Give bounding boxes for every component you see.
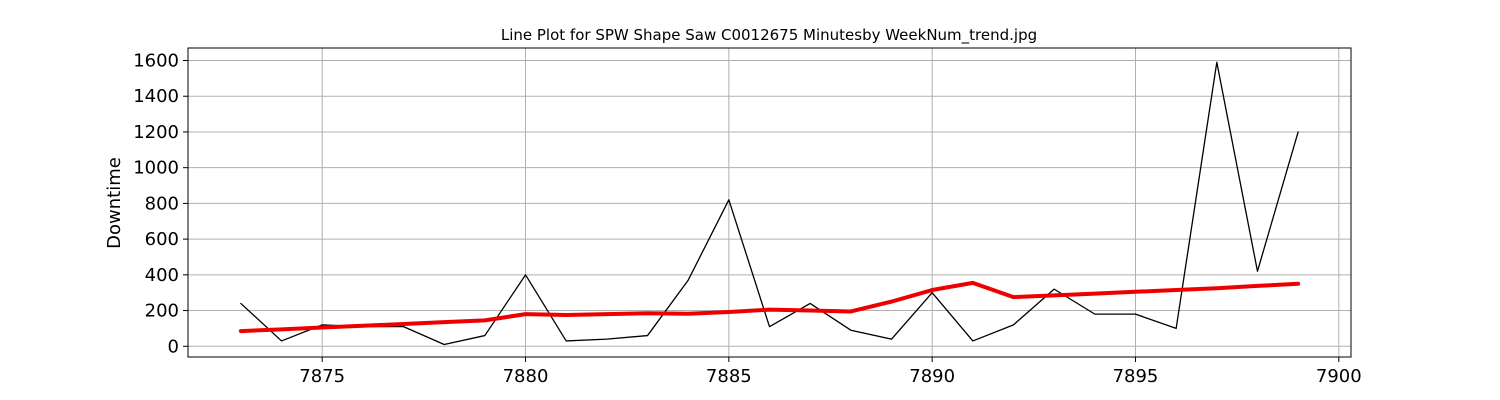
axes-frame [187,47,1352,358]
y-tick-label: 1200 [133,122,179,143]
x-tick-label: 7880 [503,366,549,387]
x-tick-label: 7890 [909,366,955,387]
y-axis: 0 200 400 600 800 1000 1200 1400 1600 [133,51,188,357]
downtime-series-line [240,61,1299,346]
y-tick-label: 1000 [133,158,179,179]
x-tick-label: 7900 [1316,366,1362,387]
x-tick-label: 7875 [299,366,345,387]
x-tick-label: 7895 [1113,366,1159,387]
y-tick-label: 400 [145,265,179,286]
y-axis-label: Downtime [104,157,125,249]
trend-series-line [238,280,1301,334]
y-tick-label: 1400 [133,86,179,107]
y-tick-label: 200 [145,301,179,322]
grid [188,48,1351,357]
x-axis: 7875 7880 7885 7890 7895 7900 [299,357,1362,387]
y-tick-label: 0 [168,336,179,357]
y-tick-label: 600 [145,229,179,250]
chart-title: Line Plot for SPW Shape Saw C0012675 Min… [501,26,1037,45]
x-tick-label: 7885 [706,366,752,387]
y-tick-label: 1600 [133,51,179,72]
y-tick-label: 800 [145,193,179,214]
series-layer [238,61,1301,346]
